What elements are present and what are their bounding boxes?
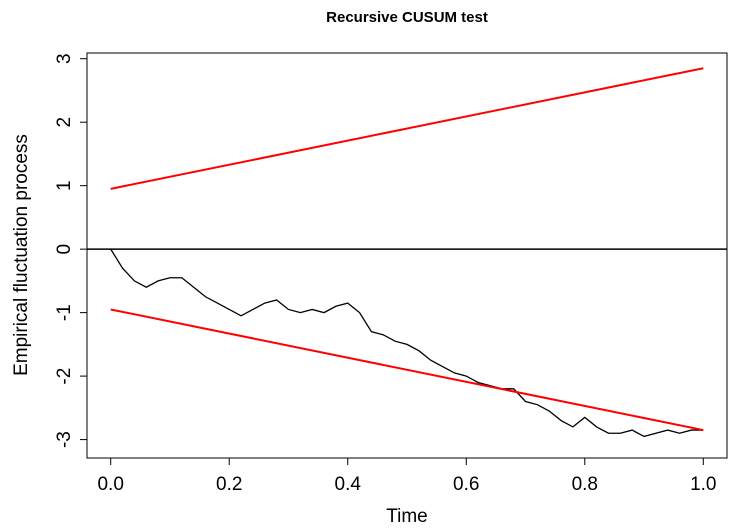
x-tick-label: 0.8 [572, 474, 598, 495]
series-line [110, 67, 704, 190]
x-tick-label: 0.2 [216, 474, 242, 495]
plot-frame [86, 52, 728, 459]
y-tick-label: 0 [54, 244, 75, 255]
y-tick-label: -3 [54, 431, 75, 448]
y-tick-label: 1 [54, 180, 75, 191]
x-tick-label: 0.4 [335, 474, 362, 495]
x-tick-label: 0.0 [97, 474, 123, 495]
series-line [110, 248, 704, 438]
x-tick-label: 0.6 [453, 474, 479, 495]
chart-title: Recursive CUSUM test [326, 9, 488, 26]
y-tick-label: 3 [54, 53, 75, 64]
x-tick-label: 1.0 [690, 474, 716, 495]
series-line [110, 308, 704, 432]
y-axis-label: Empirical fluctuation process [11, 134, 32, 376]
y-tick-label: -1 [54, 304, 75, 321]
x-axis-label: Time [386, 506, 428, 527]
y-tick-label: -2 [54, 368, 75, 385]
y-tick-label: 2 [54, 117, 75, 128]
